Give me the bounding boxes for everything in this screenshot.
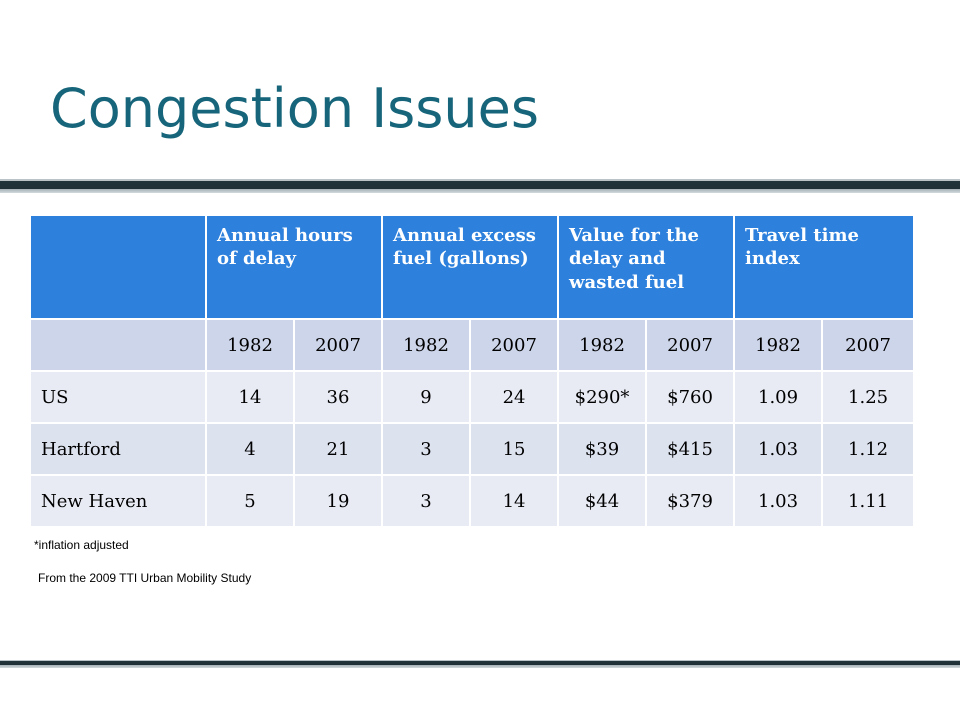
table-cell: 4 — [205, 422, 295, 476]
table-cell: $415 — [645, 422, 736, 476]
year-row: 1982 2007 1982 2007 1982 2007 1982 2007 — [29, 318, 916, 372]
table-cell: 1.09 — [733, 370, 824, 424]
table-cell: 21 — [292, 422, 384, 476]
row-label: Hartford — [29, 422, 207, 476]
header-annual-excess-fuel: Annual excess fuel (gallons) — [381, 214, 560, 320]
inflation-footnote: *inflation adjusted — [34, 538, 129, 552]
table-cell: 14 — [469, 474, 560, 528]
source-footnote: From the 2009 TTI Urban Mobility Study — [38, 571, 252, 585]
table-cell: 1.25 — [821, 370, 916, 424]
header-annual-hours-of-delay: Annual hours of delay — [204, 214, 384, 320]
table-cell: $379 — [645, 474, 736, 528]
slide-title: Congestion Issues — [50, 77, 539, 140]
year-cell: 1982 — [205, 318, 295, 372]
congestion-table: Annual hours of delay Annual excess fuel… — [29, 214, 916, 528]
table-cell: 1.03 — [733, 474, 824, 528]
table-cell: $44 — [557, 474, 648, 528]
table-cell: 5 — [205, 474, 295, 528]
year-cell: 1982 — [381, 318, 472, 372]
table-cell: 19 — [292, 474, 384, 528]
table-cell: 3 — [381, 422, 472, 476]
row-label: US — [29, 370, 207, 424]
row-label: New Haven — [29, 474, 207, 528]
year-cell: 2007 — [469, 318, 560, 372]
year-cell: 2007 — [645, 318, 736, 372]
table-row: US 14 36 9 24 $290* $760 1.09 1.25 — [29, 370, 916, 424]
table-row: New Haven 5 19 3 14 $44 $379 1.03 1.11 — [29, 474, 916, 528]
year-cell: 1982 — [557, 318, 648, 372]
header-value-delay-fuel: Value for the delay and wasted fuel — [557, 214, 736, 320]
table-cell: $290* — [557, 370, 648, 424]
table-header-row: Annual hours of delay Annual excess fuel… — [29, 214, 916, 320]
table-cell: 36 — [292, 370, 384, 424]
title-divider — [0, 179, 960, 193]
table-cell: 1.12 — [821, 422, 916, 476]
year-cell: 1982 — [733, 318, 824, 372]
table-cell: 14 — [205, 370, 295, 424]
table-cell: 1.11 — [821, 474, 916, 528]
bottom-divider — [0, 660, 960, 668]
year-cell: 2007 — [821, 318, 916, 372]
year-cell: 2007 — [292, 318, 384, 372]
table-cell: $760 — [645, 370, 736, 424]
table-cell: 1.03 — [733, 422, 824, 476]
table-cell: 24 — [469, 370, 560, 424]
header-cell-empty — [29, 214, 207, 320]
table-row: Hartford 4 21 3 15 $39 $415 1.03 1.12 — [29, 422, 916, 476]
table-cell: 15 — [469, 422, 560, 476]
table-cell: 3 — [381, 474, 472, 528]
header-travel-time-index: Travel time index — [733, 214, 916, 320]
table-cell: 9 — [381, 370, 472, 424]
year-cell-empty — [29, 318, 207, 372]
table-cell: $39 — [557, 422, 648, 476]
